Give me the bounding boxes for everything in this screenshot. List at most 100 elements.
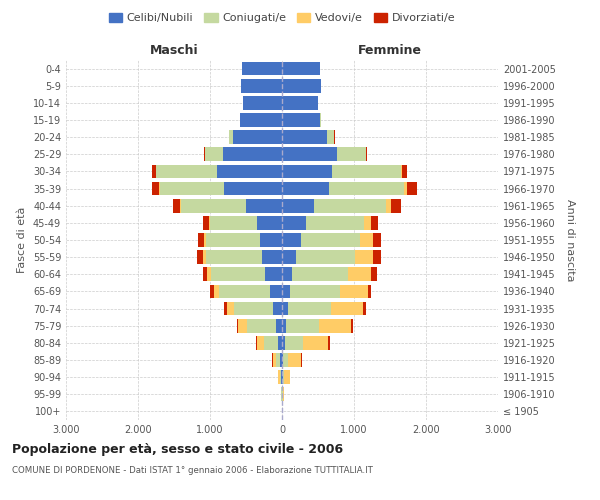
Bar	[260, 233, 282, 247]
Bar	[328, 336, 329, 349]
Bar	[270, 284, 282, 298]
Bar	[203, 216, 209, 230]
Bar	[407, 182, 418, 196]
Bar	[214, 284, 220, 298]
Bar	[282, 199, 314, 212]
Bar	[288, 302, 331, 316]
Bar	[402, 164, 407, 178]
Bar	[340, 284, 368, 298]
Bar	[401, 164, 402, 178]
Bar	[371, 268, 377, 281]
Bar	[329, 182, 404, 196]
Bar	[286, 319, 319, 332]
Bar	[273, 353, 276, 367]
Bar	[160, 182, 224, 196]
Bar	[282, 268, 292, 281]
Bar	[283, 388, 284, 401]
Bar	[303, 336, 328, 349]
Bar	[282, 164, 332, 178]
Bar	[361, 233, 373, 247]
Bar	[280, 370, 281, 384]
Bar	[210, 284, 214, 298]
Bar	[280, 353, 282, 367]
Bar	[301, 353, 302, 367]
Bar	[391, 199, 401, 212]
Bar	[364, 302, 365, 316]
Bar	[180, 199, 181, 212]
Bar	[296, 250, 355, 264]
Bar	[282, 250, 296, 264]
Bar	[364, 216, 371, 230]
Bar	[152, 182, 159, 196]
Bar	[326, 130, 334, 144]
Bar	[233, 130, 282, 144]
Bar	[243, 96, 282, 110]
Y-axis label: Fasce di età: Fasce di età	[17, 207, 27, 273]
Bar	[284, 370, 290, 384]
Bar	[229, 130, 233, 144]
Bar	[319, 319, 351, 332]
Bar	[272, 353, 273, 367]
Bar	[314, 199, 386, 212]
Bar	[234, 302, 274, 316]
Bar	[204, 148, 205, 161]
Bar	[282, 216, 307, 230]
Bar	[331, 302, 364, 316]
Bar	[236, 319, 238, 332]
Bar	[211, 268, 265, 281]
Bar	[348, 268, 371, 281]
Bar	[256, 336, 257, 349]
Bar	[159, 182, 160, 196]
Legend: Celibi/Nubili, Coniugati/e, Vedovi/e, Divorziati/e: Celibi/Nubili, Coniugati/e, Vedovi/e, Di…	[104, 8, 460, 28]
Bar	[307, 216, 364, 230]
Bar	[227, 302, 234, 316]
Bar	[365, 148, 366, 161]
Bar	[320, 113, 321, 127]
Bar	[282, 319, 286, 332]
Bar	[281, 370, 282, 384]
Bar	[276, 319, 282, 332]
Bar	[373, 233, 380, 247]
Bar	[276, 353, 280, 367]
Bar	[240, 113, 282, 127]
Bar	[282, 130, 326, 144]
Bar	[152, 164, 155, 178]
Bar	[278, 336, 282, 349]
Bar	[278, 370, 280, 384]
Bar	[257, 216, 282, 230]
Bar	[337, 148, 365, 161]
Bar	[246, 199, 282, 212]
Bar	[373, 250, 380, 264]
Bar	[203, 250, 206, 264]
Bar	[156, 164, 217, 178]
Bar	[282, 302, 288, 316]
Bar	[173, 199, 180, 212]
Bar	[355, 250, 373, 264]
Bar	[198, 233, 203, 247]
Bar	[247, 319, 276, 332]
Bar	[181, 199, 246, 212]
Bar	[262, 250, 282, 264]
Bar	[282, 62, 320, 76]
Bar	[206, 250, 262, 264]
Bar	[209, 216, 210, 230]
Bar	[217, 164, 282, 178]
Bar	[290, 284, 340, 298]
Bar	[282, 182, 329, 196]
Bar	[282, 233, 301, 247]
Text: Femmine: Femmine	[358, 44, 422, 57]
Bar	[368, 284, 371, 298]
Bar	[210, 216, 257, 230]
Bar	[224, 182, 282, 196]
Bar	[264, 336, 278, 349]
Bar	[274, 302, 282, 316]
Text: Maschi: Maschi	[149, 44, 199, 57]
Bar	[282, 79, 321, 92]
Bar	[289, 353, 301, 367]
Bar	[282, 336, 285, 349]
Bar	[220, 284, 270, 298]
Bar	[282, 353, 283, 367]
Bar	[404, 182, 407, 196]
Bar	[332, 164, 401, 178]
Bar	[282, 113, 320, 127]
